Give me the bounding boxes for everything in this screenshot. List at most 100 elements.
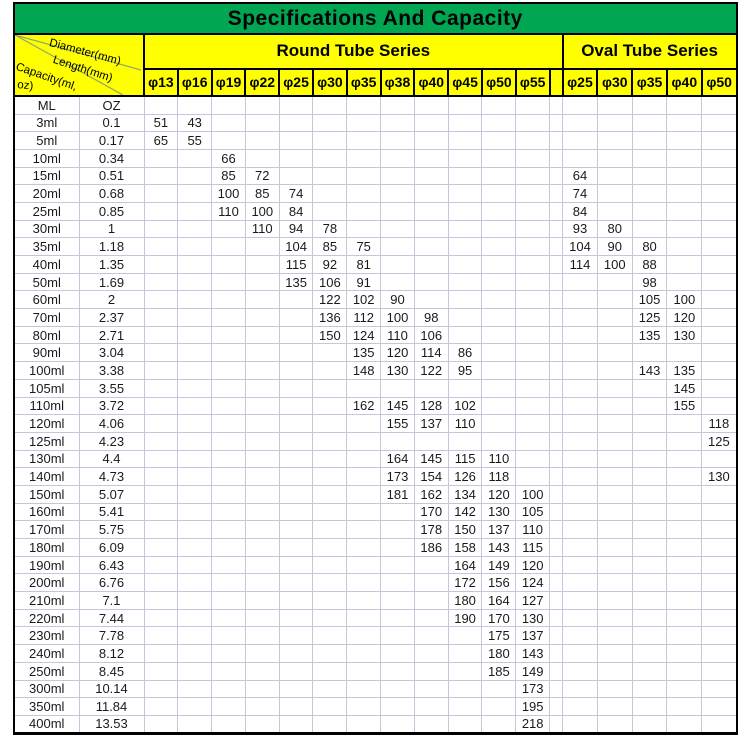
round-length-cell — [177, 325, 213, 345]
round-length-cell — [481, 148, 517, 168]
capacity-ml-cell: 400ml — [13, 714, 80, 735]
spacer-cell — [549, 113, 564, 133]
round-length-cell — [278, 608, 314, 628]
oval-length-cell — [596, 608, 633, 628]
round-length-cell — [312, 644, 348, 663]
table-row: 210ml 7.1 180 164 127 — [13, 591, 738, 610]
oval-length-cell — [562, 644, 598, 663]
round-length-cell — [177, 608, 213, 628]
spacer-cell — [549, 714, 564, 735]
oval-length-cell — [562, 290, 598, 310]
round-length-cell — [177, 538, 213, 557]
unit-row-empty-cell — [244, 95, 280, 115]
round-length-cell — [346, 714, 382, 735]
oval-length-cell — [596, 626, 633, 646]
round-length-cell: 106 — [413, 325, 449, 345]
round-length-cell — [177, 166, 213, 186]
round-length-cell — [244, 520, 280, 539]
oval-length-cell — [562, 431, 598, 451]
round-length-cell — [447, 237, 483, 256]
round-length-cell — [177, 484, 213, 504]
round-length-cell — [177, 573, 213, 593]
round-length-cell — [143, 325, 179, 345]
oval-length-cell — [631, 148, 668, 168]
oval-length-cell — [701, 608, 738, 628]
oval-length-cell — [666, 343, 703, 363]
round-length-cell — [413, 608, 449, 628]
round-length-cell — [143, 502, 179, 522]
round-length-cell — [211, 255, 246, 274]
round-length-cell — [278, 591, 314, 610]
capacity-ml-cell: 15ml — [13, 166, 80, 186]
oval-length-cell — [701, 290, 738, 310]
round-length-cell: 180 — [447, 591, 483, 610]
oval-length-cell: 130 — [666, 325, 703, 345]
oval-length-cell — [631, 131, 668, 150]
round-length-cell: 137 — [481, 520, 517, 539]
round-length-cell: 122 — [312, 290, 348, 310]
oval-length-cell — [562, 591, 598, 610]
oval-series-header: Oval Tube Series — [561, 33, 738, 70]
round-length-cell: 135 — [278, 272, 314, 292]
table-row: 25ml 0.85 110 100 84 84 — [13, 201, 738, 221]
round-length-cell — [515, 113, 551, 133]
capacity-ml-cell: 250ml — [13, 661, 80, 681]
round-length-cell — [346, 697, 382, 716]
table-row: 105ml 3.55 145 — [13, 378, 738, 398]
capacity-oz-cell: 3.72 — [78, 396, 145, 416]
round-length-cell — [346, 555, 382, 575]
table-row: 30ml 1 110 94 78 93 80 — [13, 219, 738, 239]
round-col-header: φ45 — [447, 67, 483, 98]
round-length-cell — [177, 626, 213, 646]
oval-length-cell: 135 — [631, 325, 668, 345]
round-length-cell — [143, 626, 179, 646]
round-col-header: φ38 — [379, 67, 416, 98]
oval-length-cell — [596, 449, 633, 469]
round-length-cell: 72 — [244, 166, 280, 186]
round-length-cell: 43 — [177, 113, 213, 133]
oval-length-cell — [562, 608, 598, 628]
round-length-cell: 104 — [278, 237, 314, 256]
oval-length-cell — [596, 396, 633, 416]
round-length-cell: 110 — [244, 219, 280, 239]
round-length-cell — [177, 237, 213, 256]
oval-length-cell: 90 — [596, 237, 633, 256]
oval-length-cell — [701, 697, 738, 716]
oval-length-cell: 155 — [666, 396, 703, 416]
round-length-cell — [211, 308, 246, 327]
round-length-cell: 156 — [481, 573, 517, 593]
oval-length-cell: 84 — [562, 201, 598, 221]
round-length-cell — [312, 343, 348, 363]
round-length-cell: 85 — [312, 237, 348, 256]
round-length-cell — [211, 502, 246, 522]
round-length-cell — [515, 431, 551, 451]
round-length-cell — [278, 661, 314, 681]
round-length-cell — [244, 608, 280, 628]
spacer-cell — [549, 290, 564, 310]
round-length-cell — [143, 679, 179, 699]
round-length-cell — [244, 502, 280, 522]
round-length-cell: 178 — [413, 520, 449, 539]
round-length-cell — [346, 219, 382, 239]
round-length-cell — [380, 608, 415, 628]
round-length-cell — [515, 272, 551, 292]
round-length-cell — [447, 255, 483, 274]
oval-length-cell — [631, 591, 668, 610]
round-col-header: φ25 — [278, 67, 314, 98]
round-length-cell — [211, 219, 246, 239]
spacer-cell — [549, 184, 564, 203]
capacity-ml-cell: 190ml — [13, 555, 80, 575]
round-length-cell: 137 — [413, 414, 449, 433]
round-length-cell — [143, 396, 179, 416]
round-length-cell: 150 — [312, 325, 348, 345]
round-length-cell: 100 — [380, 308, 415, 327]
round-length-cell — [380, 520, 415, 539]
spacer-cell — [549, 484, 564, 504]
oval-length-cell — [701, 166, 738, 186]
oval-length-cell — [631, 714, 668, 735]
round-length-cell: 110 — [380, 325, 415, 345]
round-length-cell — [515, 467, 551, 486]
round-length-cell — [447, 697, 483, 716]
table-row: 130ml 4.4 164 145 115 110 — [13, 449, 738, 469]
round-length-cell — [346, 484, 382, 504]
